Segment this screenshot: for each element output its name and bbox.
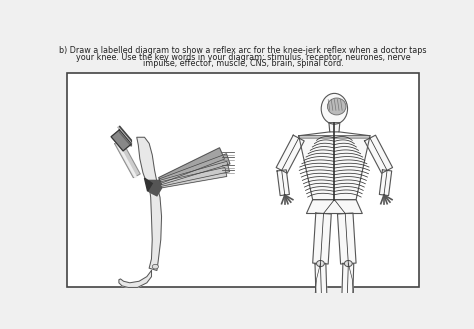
Bar bbox=[67, 73, 419, 288]
Polygon shape bbox=[159, 161, 229, 187]
Polygon shape bbox=[277, 170, 290, 196]
Polygon shape bbox=[119, 126, 131, 144]
Polygon shape bbox=[115, 140, 140, 178]
Text: your knee. Use the key words in your diagram: stimulus, receptor, neurones, nerv: your knee. Use the key words in your dia… bbox=[76, 53, 410, 62]
Polygon shape bbox=[137, 137, 157, 184]
Text: impulse, effector, muscle, CNS, brain, spinal cord.: impulse, effector, muscle, CNS, brain, s… bbox=[143, 60, 343, 68]
Polygon shape bbox=[302, 314, 325, 323]
Polygon shape bbox=[315, 264, 328, 314]
Polygon shape bbox=[145, 178, 152, 191]
Polygon shape bbox=[119, 130, 131, 146]
Ellipse shape bbox=[345, 261, 352, 266]
Ellipse shape bbox=[152, 264, 158, 269]
Polygon shape bbox=[344, 314, 366, 323]
Polygon shape bbox=[365, 135, 392, 173]
Polygon shape bbox=[341, 264, 354, 314]
Polygon shape bbox=[299, 136, 370, 200]
Polygon shape bbox=[147, 180, 162, 196]
Polygon shape bbox=[159, 167, 227, 188]
Polygon shape bbox=[149, 186, 162, 270]
Polygon shape bbox=[276, 135, 304, 173]
Polygon shape bbox=[337, 213, 356, 264]
Polygon shape bbox=[379, 170, 392, 196]
Ellipse shape bbox=[321, 93, 347, 124]
Text: b) Draw a labelled diagram to show a reflex arc for the knee-jerk reflex when a : b) Draw a labelled diagram to show a ref… bbox=[59, 46, 427, 55]
Polygon shape bbox=[118, 127, 131, 144]
Polygon shape bbox=[307, 200, 362, 214]
Ellipse shape bbox=[317, 261, 324, 266]
Polygon shape bbox=[159, 154, 230, 185]
Ellipse shape bbox=[328, 98, 346, 115]
Polygon shape bbox=[159, 148, 225, 183]
Polygon shape bbox=[313, 213, 331, 264]
Polygon shape bbox=[329, 123, 340, 132]
Polygon shape bbox=[119, 270, 152, 288]
Polygon shape bbox=[111, 130, 131, 151]
